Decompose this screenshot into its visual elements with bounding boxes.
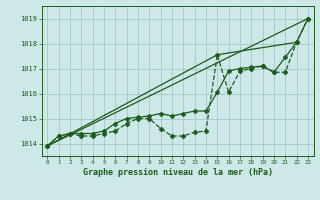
X-axis label: Graphe pression niveau de la mer (hPa): Graphe pression niveau de la mer (hPa) bbox=[83, 168, 273, 177]
